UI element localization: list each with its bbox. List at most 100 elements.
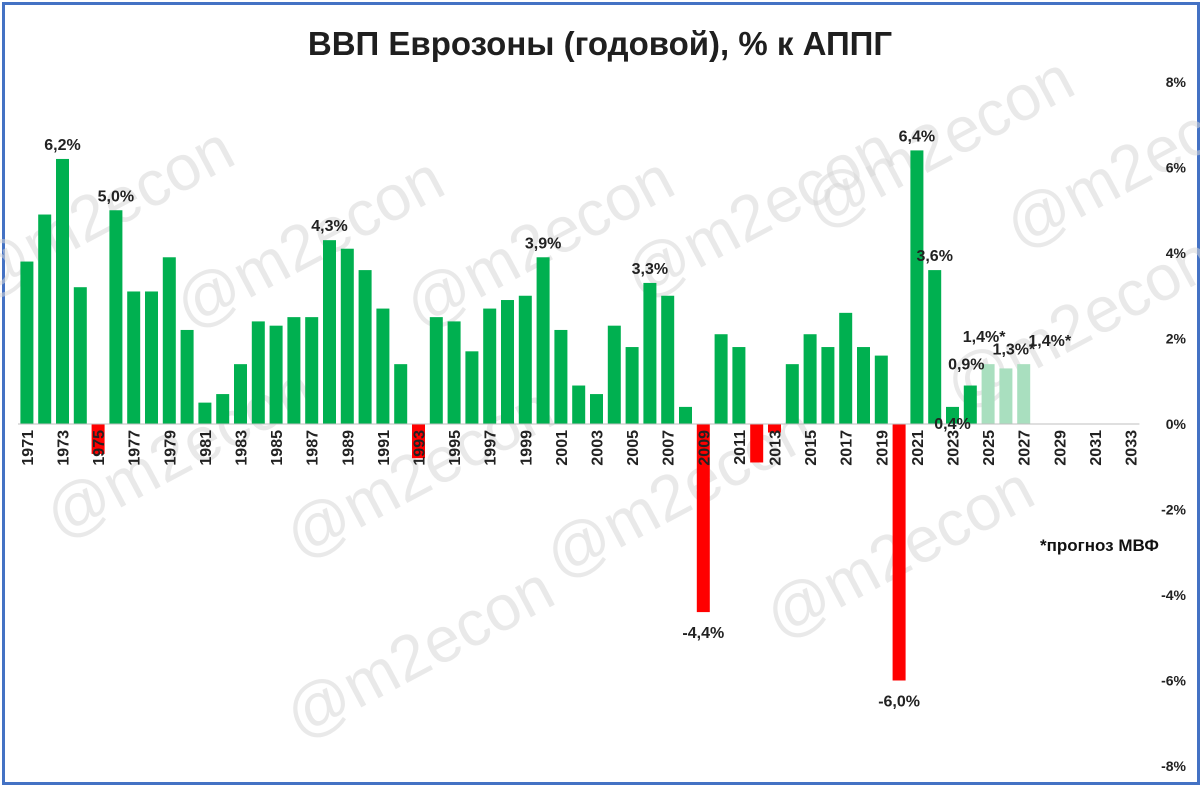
x-tick-label: 2017: [839, 430, 856, 466]
forecast-note: *прогноз МВФ: [1040, 536, 1159, 555]
bar-2010: [714, 334, 728, 424]
x-tick-label: 2007: [661, 430, 678, 466]
x-tick-label: 1971: [20, 430, 37, 466]
bar-1989: [340, 248, 354, 424]
data-label-1973: 6,2%: [44, 137, 80, 154]
bar-2023: [946, 406, 959, 424]
data-label-1988: 4,3%: [311, 218, 347, 235]
bar-1992: [394, 364, 408, 424]
x-tick-label: 1981: [198, 430, 215, 466]
data-labels: 6,2% 5,0% 4,3% 3,9% 3,3% -4,4% -6,0% 6,4% 3,6% 0,…: [44, 128, 1072, 710]
bar-2016: [821, 347, 835, 424]
x-tick-label: 1977: [127, 430, 144, 466]
x-tick-label: 1993: [412, 430, 429, 466]
y-tick-label: -8%: [1161, 758, 1186, 774]
bar-1971: [20, 261, 34, 424]
data-label-2000: 3,9%: [525, 235, 561, 252]
x-tick-label: 1995: [447, 430, 464, 466]
bar-2004: [607, 325, 621, 424]
x-tick-label: 2023: [946, 430, 963, 466]
bar-2019: [874, 355, 888, 424]
data-label-2027: 1,4%*: [1028, 333, 1071, 350]
bar-1998: [501, 300, 514, 424]
x-tick-label: 1991: [376, 430, 393, 466]
x-tick-label: 2025: [981, 430, 998, 466]
bar-1988: [323, 240, 336, 424]
data-label-2022: 3,6%: [916, 248, 952, 265]
bar-1985: [269, 325, 283, 424]
bar-1999: [518, 295, 532, 424]
watermark-text: @m2econ: [273, 551, 565, 752]
data-label-1976: 5,0%: [98, 188, 134, 205]
bar-2000: [536, 257, 550, 424]
data-label-2006: 3,3%: [632, 261, 668, 278]
bar-2020: [892, 424, 906, 681]
bar-1982: [216, 394, 230, 424]
bar-1993: [412, 424, 425, 459]
x-tick-label: 2031: [1088, 430, 1105, 466]
x-tick-label: 1989: [340, 430, 357, 466]
bar-1977: [127, 291, 141, 424]
bar-2007: [661, 295, 675, 424]
bar-2027: [1017, 364, 1031, 424]
x-tick-label: 2019: [874, 430, 891, 466]
x-tick-label: 1987: [305, 430, 322, 466]
x-tick-label: 2021: [910, 430, 927, 466]
data-label-2023: 0,4%: [934, 416, 970, 433]
bars: [20, 150, 1031, 681]
bar-2018: [857, 347, 870, 424]
bar-1979: [162, 257, 176, 424]
x-tick-label: 2015: [803, 430, 820, 466]
y-tick-label: -2%: [1161, 502, 1186, 518]
bar-1981: [198, 402, 212, 424]
x-tick-label: 2005: [625, 430, 642, 466]
bar-1994: [429, 317, 443, 424]
y-tick-label: 4%: [1166, 245, 1187, 261]
bar-2026: [999, 368, 1013, 424]
bar-2014: [785, 364, 799, 424]
bar-2008: [679, 406, 692, 424]
x-axis: 1971 1973 1975 1977 1979 1981 1983 1985 1987 1989…: [18, 423, 1141, 466]
bar-1976: [109, 210, 123, 424]
bar-2025: [981, 364, 995, 424]
bar-2006: [643, 282, 657, 424]
bar-2015: [803, 334, 817, 424]
x-tick-label: 2029: [1052, 430, 1069, 466]
bar-2011: [732, 347, 746, 424]
x-tick-label: 2011: [732, 430, 749, 465]
data-label-2021: 6,4%: [899, 128, 935, 145]
bar-1986: [287, 317, 301, 424]
x-tick-label: 2003: [590, 430, 607, 466]
bar-1978: [145, 291, 158, 424]
bar-1972: [38, 214, 52, 424]
bar-1980: [180, 329, 194, 424]
data-label-2009: -4,4%: [682, 625, 724, 642]
bar-1995: [447, 321, 461, 424]
bar-1973: [56, 158, 69, 424]
bar-1983: [234, 364, 247, 424]
x-tick-label: 2001: [554, 430, 571, 466]
data-label-2026: 1,3%*: [993, 341, 1036, 358]
x-tick-label: 2009: [696, 430, 713, 466]
data-label-2024: 0,9%: [948, 357, 984, 374]
y-tick-label: 2%: [1166, 331, 1187, 347]
bar-1974: [73, 287, 87, 424]
bar-1990: [358, 270, 372, 424]
bar-2003: [590, 394, 603, 424]
chart-title: ВВП Еврозоны (годовой), % к АППГ: [308, 25, 893, 62]
bar-2005: [625, 347, 639, 424]
y-tick-label: 8%: [1166, 74, 1187, 90]
bar-2013: [768, 424, 781, 433]
bar-2024: [963, 385, 977, 424]
y-tick-label: 0%: [1166, 416, 1187, 432]
bar-2002: [572, 385, 586, 424]
bar-1996: [465, 351, 479, 424]
bar-2012: [750, 424, 764, 463]
bar-2021: [910, 150, 924, 424]
y-tick-label: 6%: [1166, 160, 1187, 176]
x-tick-label: 1975: [91, 430, 108, 466]
x-tick-label: 2027: [1017, 430, 1034, 466]
x-tick-label: 2033: [1124, 430, 1141, 466]
bar-2017: [839, 312, 853, 424]
bar-1997: [483, 308, 497, 424]
